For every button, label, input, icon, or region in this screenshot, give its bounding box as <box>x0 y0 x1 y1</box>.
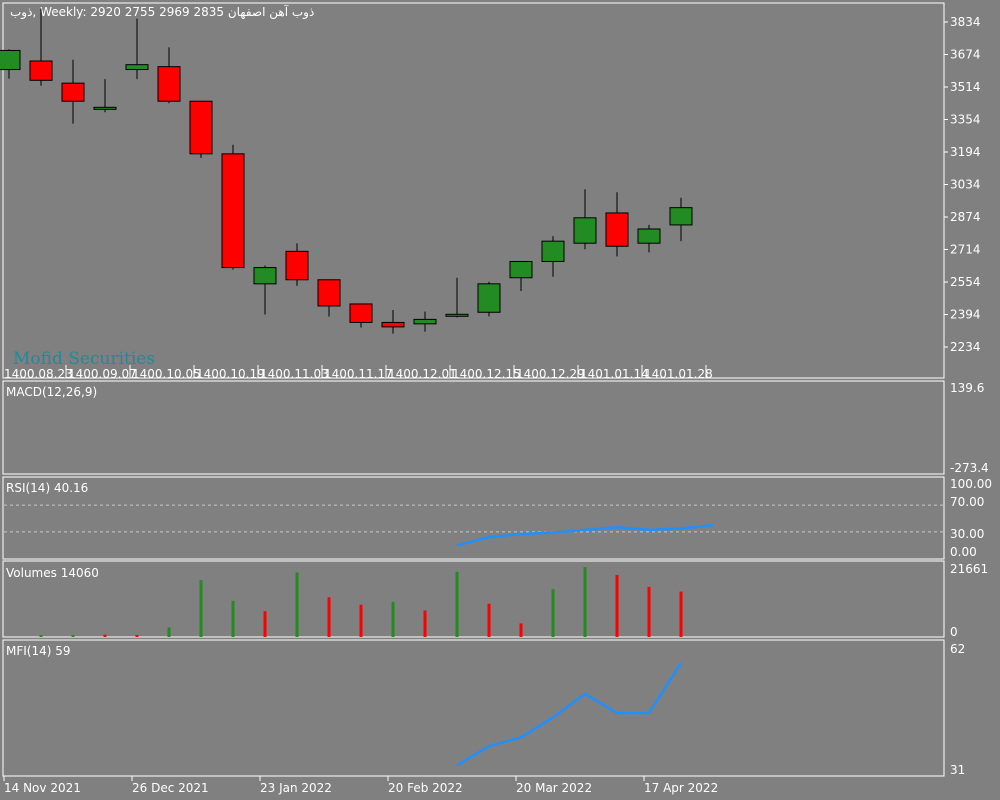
bullish-candle <box>125 64 149 71</box>
jalali-date-label: 1400.08.23 <box>4 367 73 381</box>
jalali-date-label: 1400.12.29 <box>516 367 585 381</box>
jalali-date-label: 1401.01.28 <box>644 367 713 381</box>
price-axis-tick-label: 3674 <box>950 48 981 62</box>
bullish-candle <box>445 313 469 317</box>
volumes-label: Volumes 14060 <box>6 566 99 580</box>
macd-tick-top: 139.6 <box>950 381 984 395</box>
bearish-candle <box>285 250 309 281</box>
jalali-date-label: 1400.12.15 <box>452 367 521 381</box>
rsi-tick-30: 30.00 <box>950 527 984 541</box>
mfi-tick-bottom: 31 <box>950 763 965 777</box>
bullish-candle <box>637 228 661 244</box>
bullish-candle <box>253 267 277 285</box>
date-axis-label: 20 Feb 2022 <box>388 781 463 795</box>
bullish-candle <box>413 318 437 325</box>
jalali-date-label: 1400.12.01 <box>388 367 457 381</box>
bearish-candle <box>221 153 245 269</box>
rsi-line <box>456 523 714 547</box>
mfi-panel-frame <box>2 639 945 777</box>
macd-tick-bottom: -273.4 <box>950 461 989 475</box>
bearish-candle <box>189 100 213 155</box>
rsi-label: RSI(14) 40.16 <box>6 481 88 495</box>
watermark: Mofid Securities <box>13 349 155 369</box>
bullish-candle <box>573 217 597 244</box>
price-axis-tick-label: 3034 <box>950 178 981 192</box>
bullish-candle <box>669 207 693 226</box>
price-axis-tick-label: 3514 <box>950 80 981 94</box>
volume-tick-max: 21661 <box>950 562 988 576</box>
price-panel-frame <box>2 2 945 379</box>
price-axis-tick-label: 2394 <box>950 308 981 322</box>
bearish-candle <box>317 279 341 307</box>
bullish-candle <box>0 49 21 71</box>
date-axis-label: 14 Nov 2021 <box>4 781 81 795</box>
price-axis-tick-label: 3834 <box>950 15 981 29</box>
jalali-date-label: 1401.01.14 <box>580 367 649 381</box>
jalali-date-label: 1400.10.19 <box>196 367 265 381</box>
rsi-panel-frame <box>2 476 945 560</box>
bearish-candle <box>61 82 85 102</box>
mfi-tick-top: 62 <box>950 642 965 656</box>
jalali-date-label: 1400.11.17 <box>324 367 393 381</box>
bullish-candle <box>477 283 501 313</box>
jalali-date-label: 1400.09.07 <box>68 367 137 381</box>
bearish-candle <box>605 212 629 247</box>
price-axis-tick-label: 2234 <box>950 340 981 354</box>
bullish-candle <box>93 106 117 110</box>
macd-panel-frame <box>2 380 945 475</box>
macd-label: MACD(12,26,9) <box>6 385 97 399</box>
chart-header: ذوب, Weekly: 2920 2755 2969 2835 ذوب آهن… <box>10 4 314 20</box>
volume-tick-zero: 0 <box>950 625 958 639</box>
date-axis-label: 26 Dec 2021 <box>132 781 209 795</box>
volumes-panel-frame <box>2 560 945 638</box>
bullish-candle <box>509 260 533 279</box>
mfi-line <box>456 662 683 767</box>
date-axis-label: 20 Mar 2022 <box>516 781 592 795</box>
price-axis-tick-label: 2554 <box>950 275 981 289</box>
rsi-tick-70: 70.00 <box>950 495 984 509</box>
price-axis-tick-label: 3354 <box>950 113 981 127</box>
price-axis-tick-label: 2714 <box>950 243 981 257</box>
price-axis-tick-label: 3194 <box>950 145 981 159</box>
bullish-candle <box>541 240 565 262</box>
jalali-date-label: 1400.11.03 <box>260 367 329 381</box>
rsi-tick-0: 0.00 <box>950 545 977 559</box>
bearish-candle <box>29 60 53 81</box>
bearish-candle <box>349 303 373 323</box>
bearish-candle <box>157 66 181 102</box>
date-axis-label: 23 Jan 2022 <box>260 781 332 795</box>
price-axis-tick-label: 2874 <box>950 210 981 224</box>
jalali-date-label: 1400.10.05 <box>132 367 201 381</box>
rsi-tick-100: 100.00 <box>950 477 992 491</box>
bearish-candle <box>381 321 405 328</box>
mfi-label: MFI(14) 59 <box>6 644 71 658</box>
date-axis-label: 17 Apr 2022 <box>644 781 718 795</box>
